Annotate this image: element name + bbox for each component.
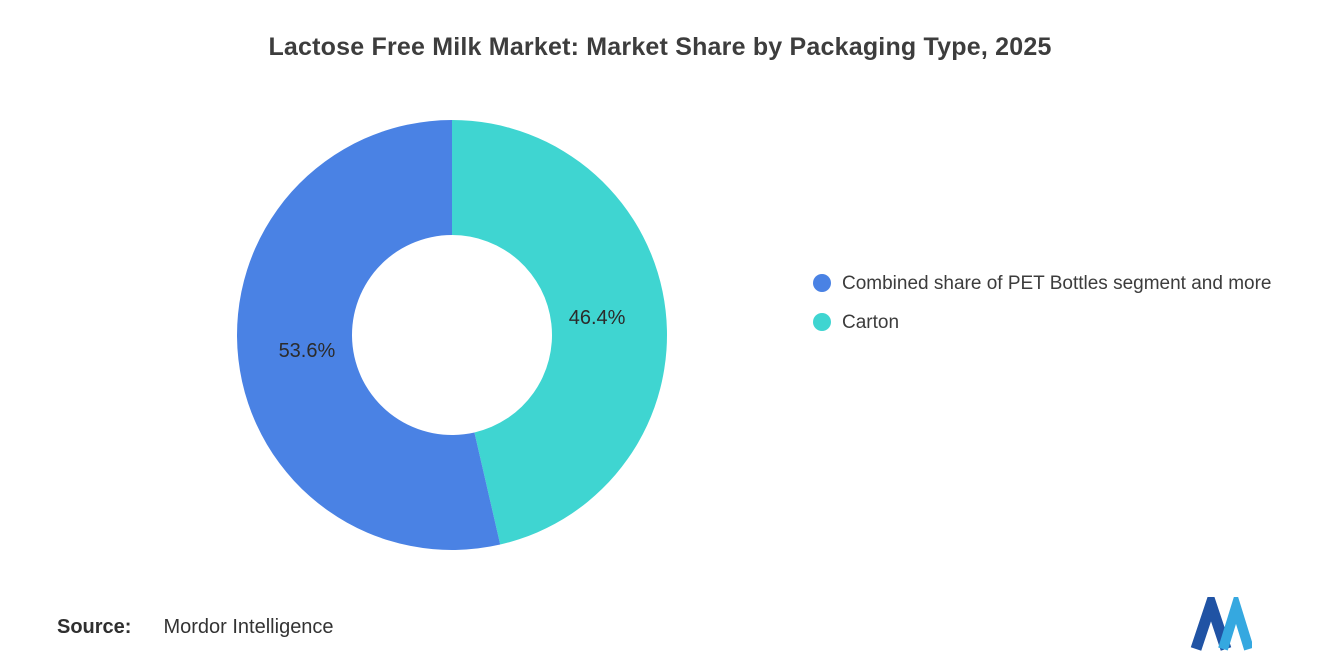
legend-label-carton: Carton [842, 312, 900, 333]
donut-slice-carton[interactable] [452, 120, 668, 545]
mordor-intelligence-logo [1190, 597, 1252, 651]
legend-swatch-pet-bottles [813, 274, 831, 292]
donut-slice-combined-share-of-pet-bottles-segment-an[interactable] [237, 120, 501, 550]
legend-item-carton[interactable]: Carton [813, 309, 1303, 336]
legend-label-pet-bottles: Combined share of PET Bottles segment an… [842, 273, 1272, 294]
slice-value-label-carton: 46.4% [569, 307, 626, 329]
donut-chart: 46.4% 53.6% [237, 120, 668, 550]
source-label: Source: [57, 616, 132, 638]
legend-swatch-carton [813, 313, 831, 331]
legend-item-pet-bottles[interactable]: Combined share of PET Bottles segment an… [813, 270, 1303, 297]
chart-title: Lactose Free Milk Market: Market Share b… [268, 33, 1052, 61]
slice-value-label-combined-share-of-pet-bottles-segment-an: 53.6% [279, 340, 336, 362]
source-attribution: Source: Mordor Intelligence [57, 616, 334, 639]
source-value: Mordor Intelligence [163, 616, 334, 638]
legend: Combined share of PET Bottles segment an… [813, 270, 1303, 348]
logo-right-chevron [1218, 597, 1252, 651]
logo-left-chevron [1190, 597, 1232, 651]
